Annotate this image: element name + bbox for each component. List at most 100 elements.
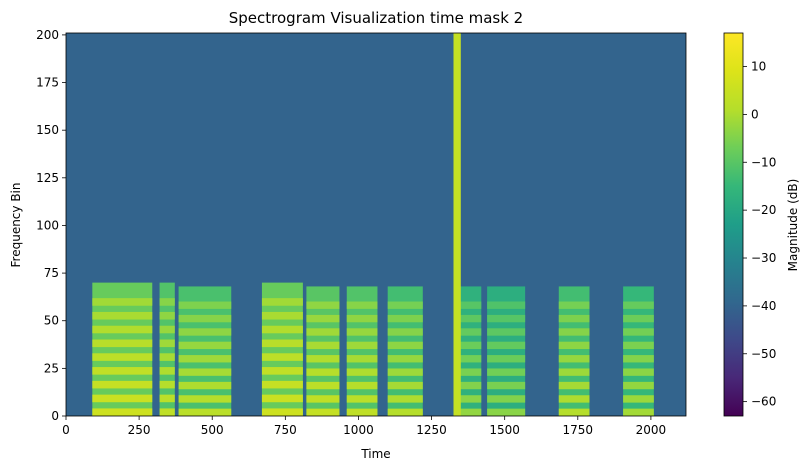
colorbar-tick-label: 0 xyxy=(751,107,759,121)
speech-segments xyxy=(92,282,654,416)
harmonic-band xyxy=(558,368,590,376)
harmonic-band xyxy=(623,381,654,390)
harmonic-band xyxy=(457,408,482,416)
harmonic-band xyxy=(306,355,340,363)
harmonic-band xyxy=(261,394,303,403)
harmonic-band xyxy=(178,314,232,323)
harmonic-band xyxy=(306,395,340,403)
harmonic-band xyxy=(178,395,232,403)
harmonic-band xyxy=(387,328,423,336)
x-tick-label: 1750 xyxy=(563,423,594,437)
y-tick-label: 125 xyxy=(36,171,59,185)
harmonic-band xyxy=(306,408,340,416)
harmonic-band xyxy=(261,298,303,306)
y-tick-label: 150 xyxy=(36,123,59,137)
harmonic-band xyxy=(457,355,482,363)
harmonic-band xyxy=(178,328,232,336)
chart-title: Spectrogram Visualization time mask 2 xyxy=(229,9,523,27)
x-tick-label: 1500 xyxy=(489,423,520,437)
harmonic-band xyxy=(558,381,590,390)
colorbar-tick-label: 10 xyxy=(751,60,766,74)
harmonic-band xyxy=(487,368,526,376)
plot-frame xyxy=(65,32,687,417)
harmonic-band xyxy=(487,328,526,336)
harmonic-band xyxy=(487,395,526,403)
harmonic-band xyxy=(387,355,423,363)
harmonic-band xyxy=(346,301,378,309)
x-axis-label: Time xyxy=(360,447,390,461)
harmonic-band xyxy=(92,394,153,403)
plot-area xyxy=(66,33,686,416)
harmonic-band xyxy=(261,380,303,389)
y-tick-label: 75 xyxy=(44,266,59,280)
y-tick-label: 25 xyxy=(44,361,59,375)
colorbar-tick-label: −50 xyxy=(751,347,776,361)
harmonic-band xyxy=(558,395,590,403)
harmonic-band xyxy=(159,311,175,320)
x-tick-label: 2000 xyxy=(636,423,667,437)
harmonic-band xyxy=(159,353,175,361)
harmonic-band xyxy=(306,381,340,390)
harmonic-band xyxy=(623,328,654,336)
colorbar-tick-label: −40 xyxy=(751,299,776,313)
harmonic-band xyxy=(346,368,378,376)
harmonic-band xyxy=(623,301,654,309)
harmonic-band xyxy=(306,328,340,336)
colorbar-tick-label: −20 xyxy=(751,203,776,217)
y-tick-label: 175 xyxy=(36,76,59,90)
harmonic-band xyxy=(159,325,175,334)
y-axis-label: Frequency Bin xyxy=(9,183,23,268)
harmonic-band xyxy=(346,314,378,323)
harmonic-band xyxy=(92,380,153,389)
harmonic-band xyxy=(306,341,340,350)
harmonic-band xyxy=(261,311,303,320)
harmonic-band xyxy=(159,339,175,348)
harmonic-band xyxy=(92,353,153,361)
harmonic-band xyxy=(558,301,590,309)
harmonic-band xyxy=(387,301,423,309)
harmonic-band xyxy=(346,355,378,363)
harmonic-band xyxy=(346,328,378,336)
x-tick-label: 750 xyxy=(274,423,297,437)
harmonic-band xyxy=(387,341,423,350)
colorbar-tick-label: −10 xyxy=(751,155,776,169)
harmonic-band xyxy=(558,355,590,363)
harmonic-band xyxy=(623,355,654,363)
harmonic-band xyxy=(387,368,423,376)
harmonic-band xyxy=(261,408,303,416)
harmonic-band xyxy=(558,341,590,350)
harmonic-band xyxy=(306,368,340,376)
harmonic-band xyxy=(159,380,175,389)
harmonic-band xyxy=(487,301,526,309)
harmonic-band xyxy=(346,408,378,416)
harmonic-band xyxy=(487,355,526,363)
harmonic-band xyxy=(178,341,232,350)
harmonic-band xyxy=(457,341,482,350)
harmonic-band xyxy=(457,301,482,309)
time-mask-bar xyxy=(453,33,461,416)
harmonic-band xyxy=(261,325,303,334)
harmonic-band xyxy=(487,381,526,390)
harmonic-band xyxy=(178,368,232,376)
harmonic-band xyxy=(92,325,153,334)
harmonic-band xyxy=(457,395,482,403)
harmonic-band xyxy=(346,381,378,390)
harmonic-band xyxy=(558,314,590,323)
harmonic-band xyxy=(178,408,232,416)
harmonic-band xyxy=(92,339,153,348)
y-tick-label: 200 xyxy=(36,28,59,42)
harmonic-band xyxy=(261,353,303,361)
colorbar-label: Magnitude (dB) xyxy=(786,179,800,272)
x-tick-label: 0 xyxy=(62,423,70,437)
harmonic-band xyxy=(623,341,654,350)
harmonic-band xyxy=(92,408,153,416)
harmonic-band xyxy=(487,341,526,350)
harmonic-band xyxy=(178,301,232,309)
harmonic-band xyxy=(92,367,153,375)
harmonic-band xyxy=(346,395,378,403)
harmonic-band xyxy=(346,341,378,350)
harmonic-band xyxy=(457,314,482,323)
harmonic-band xyxy=(623,395,654,403)
harmonic-band xyxy=(487,408,526,416)
harmonic-band xyxy=(623,368,654,376)
